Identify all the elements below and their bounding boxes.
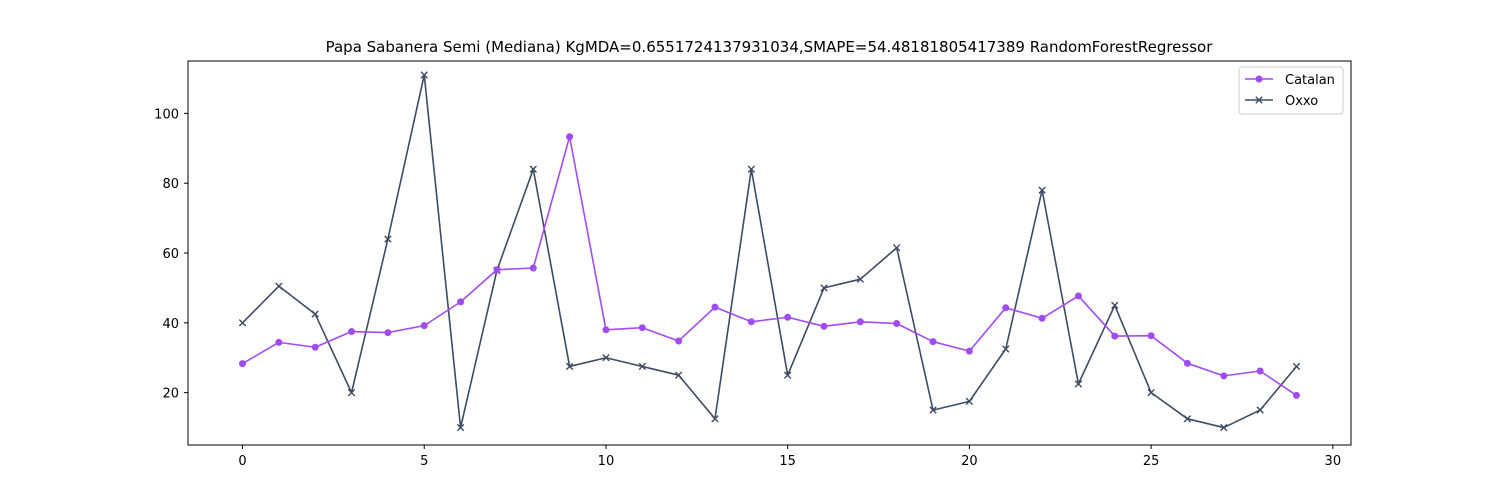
data-point-oxxo (1147, 388, 1155, 397)
x-tick-label: 20 (961, 454, 978, 469)
data-point-catalan (602, 326, 610, 334)
data-point-catalan (1183, 359, 1191, 367)
data-point-oxxo (456, 423, 465, 432)
data-point-oxxo (674, 371, 683, 379)
data-point-catalan (493, 266, 501, 274)
data-point-catalan (384, 329, 392, 337)
data-point-catalan (348, 328, 356, 336)
data-point-oxxo (420, 71, 428, 79)
x-tick-label: 10 (598, 454, 615, 469)
x-tick-label: 15 (779, 454, 796, 469)
legend: Catalan Oxxo (1238, 66, 1344, 115)
legend-item-catalan: Catalan (1245, 73, 1335, 88)
x-tick-label: 0 (238, 454, 246, 469)
data-point-catalan (457, 298, 465, 306)
data-point-catalan (1002, 304, 1010, 312)
x-axis: 0 5 10 15 20 25 30 (238, 445, 1341, 469)
data-point-catalan (1038, 314, 1046, 322)
data-point-catalan (1256, 367, 1264, 375)
plot-area-frame (187, 60, 1352, 446)
legend-marker-catalan (1255, 75, 1263, 83)
data-point-oxxo (893, 244, 901, 252)
chart-title: Papa Sabanera Semi (Mediana) KgMDA=0.655… (326, 38, 1214, 56)
legend-entries: Catalan Oxxo (1245, 73, 1335, 109)
data-point-catalan (1292, 391, 1300, 399)
data-point-oxxo (1002, 345, 1010, 353)
data-point-catalan (529, 264, 537, 272)
data-point-catalan (711, 303, 719, 311)
y-axis: 20 40 60 80 100 (154, 107, 188, 402)
data-point-catalan (893, 320, 901, 328)
data-point-oxxo (711, 415, 719, 423)
data-point-oxxo (1292, 362, 1301, 371)
data-point-oxxo (783, 371, 792, 379)
data-point-oxxo (275, 282, 283, 290)
data-point-catalan (675, 337, 683, 345)
data-point-oxxo (602, 354, 610, 362)
y-tick-label: 40 (162, 317, 179, 332)
x-tick-label: 5 (420, 454, 428, 469)
legend-label-oxxo: Oxxo (1285, 94, 1318, 109)
series-line-catalan (242, 135, 1297, 397)
data-point-oxxo (965, 397, 974, 406)
series-oxxo (238, 71, 1301, 432)
plot-series (238, 71, 1301, 432)
data-point-oxxo (1038, 186, 1046, 194)
data-point-oxxo (529, 165, 537, 173)
data-point-catalan (239, 360, 247, 368)
data-point-catalan (566, 133, 574, 141)
data-point-oxxo (1256, 406, 1264, 414)
data-point-oxxo (347, 388, 356, 397)
data-point-catalan (856, 318, 864, 326)
series-line-oxxo (241, 74, 1298, 429)
legend-label-catalan: Catalan (1285, 73, 1335, 88)
x-tick-label: 30 (1325, 454, 1342, 469)
data-point-catalan (638, 324, 646, 332)
y-tick-label: 100 (154, 107, 179, 122)
data-point-oxxo (311, 310, 319, 318)
data-point-catalan (1220, 372, 1228, 380)
data-point-oxxo (1074, 380, 1083, 388)
data-point-catalan (929, 338, 937, 346)
data-point-oxxo (1111, 301, 1119, 310)
data-point-oxxo (384, 235, 392, 243)
y-tick-label: 80 (162, 177, 179, 192)
data-point-oxxo (820, 284, 828, 292)
legend-marker-oxxo (1255, 96, 1263, 104)
data-point-catalan (747, 318, 755, 326)
legend-item-oxxo: Oxxo (1245, 94, 1318, 109)
data-point-catalan (784, 313, 792, 321)
data-point-oxxo (238, 319, 247, 327)
data-point-oxxo (856, 275, 865, 283)
data-point-catalan (965, 347, 973, 355)
data-point-catalan (1147, 332, 1155, 340)
data-point-catalan (275, 338, 283, 346)
data-point-catalan (311, 343, 319, 351)
series-catalan (239, 133, 1300, 399)
data-point-catalan (420, 322, 428, 330)
data-point-oxxo (638, 362, 646, 371)
data-point-oxxo (1220, 423, 1228, 432)
data-point-catalan (1074, 292, 1082, 300)
data-point-oxxo (747, 165, 756, 173)
data-point-oxxo (1183, 415, 1192, 423)
data-point-oxxo (565, 362, 574, 371)
data-point-catalan (1111, 332, 1119, 340)
y-tick-label: 20 (162, 387, 179, 402)
data-point-catalan (820, 322, 828, 330)
y-tick-label: 60 (162, 247, 179, 262)
x-tick-label: 25 (1143, 454, 1160, 469)
data-point-oxxo (929, 406, 937, 414)
